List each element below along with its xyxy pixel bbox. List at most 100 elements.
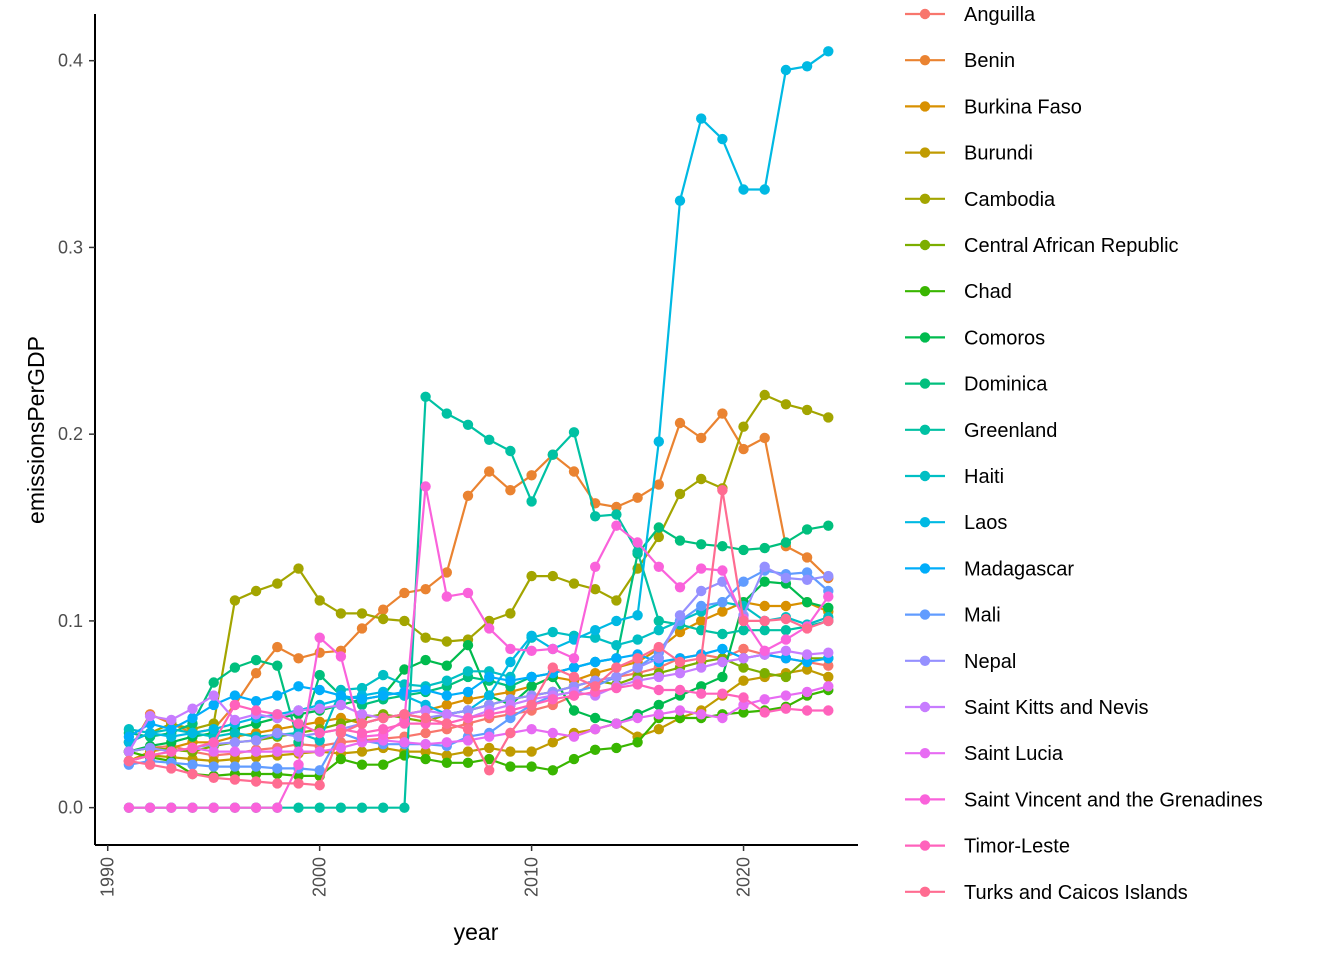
data-point [484, 731, 495, 742]
data-point [801, 61, 813, 72]
data-point [526, 761, 537, 772]
data-point [674, 417, 686, 429]
data-point [653, 561, 664, 572]
data-point [590, 561, 601, 572]
legend-key-point [919, 332, 931, 343]
data-point [420, 654, 431, 666]
legend-key-point [919, 8, 931, 20]
legend-label: Burkina Faso [964, 96, 1082, 118]
legend-item: Laos [905, 512, 1007, 534]
data-point [780, 671, 792, 683]
data-point [250, 585, 262, 597]
legend-label: Saint Vincent and the Grenadines [964, 789, 1263, 811]
data-point [823, 615, 834, 627]
data-point [462, 705, 474, 716]
data-point [674, 535, 686, 546]
legend-key-point [919, 840, 931, 851]
data-point [314, 669, 325, 681]
data-point [272, 641, 283, 653]
data-point [759, 645, 770, 656]
data-point [505, 643, 516, 655]
data-point [823, 602, 834, 613]
data-point [229, 714, 241, 726]
data-point [144, 742, 156, 754]
data-point [441, 660, 452, 671]
data-point [653, 709, 664, 720]
legend-item: Saint Vincent and the Grenadines [905, 789, 1263, 811]
data-point [399, 587, 410, 599]
data-point [356, 682, 368, 694]
data-point [314, 595, 325, 606]
data-point [505, 485, 516, 496]
data-point [653, 479, 664, 490]
data-point [229, 774, 241, 785]
data-point [144, 802, 156, 813]
data-point [399, 664, 410, 675]
data-point [611, 520, 622, 531]
y-axis-ticks: 0.0 0.1 0.2 0.3 0.4 [58, 51, 95, 818]
data-point [229, 595, 241, 606]
y-tick-label: 0.3 [58, 237, 83, 257]
legend-item: Chad [905, 281, 1012, 303]
data-point [780, 64, 792, 76]
data-point [335, 651, 347, 662]
data-point [229, 699, 241, 711]
data-point [505, 705, 516, 716]
data-point [568, 731, 580, 742]
legend-label: Saint Lucia [964, 743, 1064, 765]
data-point [399, 718, 410, 729]
data-point [696, 113, 707, 124]
legend-label: Turks and Caicos Islands [964, 882, 1188, 904]
data-point [441, 699, 452, 711]
data-point [123, 802, 135, 813]
legend-item: Turks and Caicos Islands [905, 882, 1188, 904]
y-tick-label: 0.2 [58, 424, 83, 444]
data-point [250, 761, 262, 772]
data-point [738, 184, 749, 195]
legend-item: Greenland [905, 420, 1057, 442]
data-point [632, 679, 643, 690]
data-point [335, 802, 347, 813]
data-point [568, 690, 580, 701]
data-point [717, 606, 728, 617]
data-point [696, 681, 707, 692]
data-point [356, 727, 368, 739]
legend-item: Saint Kitts and Nevis [905, 697, 1149, 719]
data-point [759, 668, 770, 679]
data-point [674, 684, 686, 696]
data-point [590, 656, 601, 668]
series-turks-and-caicos-islands [123, 485, 834, 791]
data-point [696, 539, 707, 550]
data-point [759, 600, 770, 612]
data-point [801, 705, 813, 716]
data-point [293, 802, 304, 813]
data-point [441, 709, 452, 720]
data-point [314, 765, 325, 776]
data-point [780, 572, 792, 584]
data-point [420, 481, 431, 492]
x-tick-label: 2020 [734, 857, 754, 897]
data-point [611, 653, 622, 664]
data-point [590, 668, 601, 679]
data-point [738, 615, 749, 627]
legend-item: Anguilla [905, 4, 1036, 26]
data-point [674, 610, 686, 621]
data-point [399, 615, 410, 627]
data-point [123, 724, 135, 735]
data-point [590, 724, 601, 735]
legend-key-point [919, 701, 931, 713]
data-point [823, 671, 834, 683]
data-point [484, 742, 495, 754]
x-tick-label: 2010 [522, 857, 542, 897]
data-point [441, 718, 452, 729]
legend-key-point [919, 563, 931, 574]
data-point [611, 742, 622, 754]
data-point [272, 727, 283, 739]
legend-item: Cambodia [905, 189, 1056, 211]
legend-key-point [919, 286, 931, 297]
data-point [272, 690, 283, 701]
data-point [696, 688, 707, 699]
data-point [653, 531, 664, 543]
data-point [611, 640, 622, 651]
legend-item: Timor-Leste [905, 836, 1070, 858]
